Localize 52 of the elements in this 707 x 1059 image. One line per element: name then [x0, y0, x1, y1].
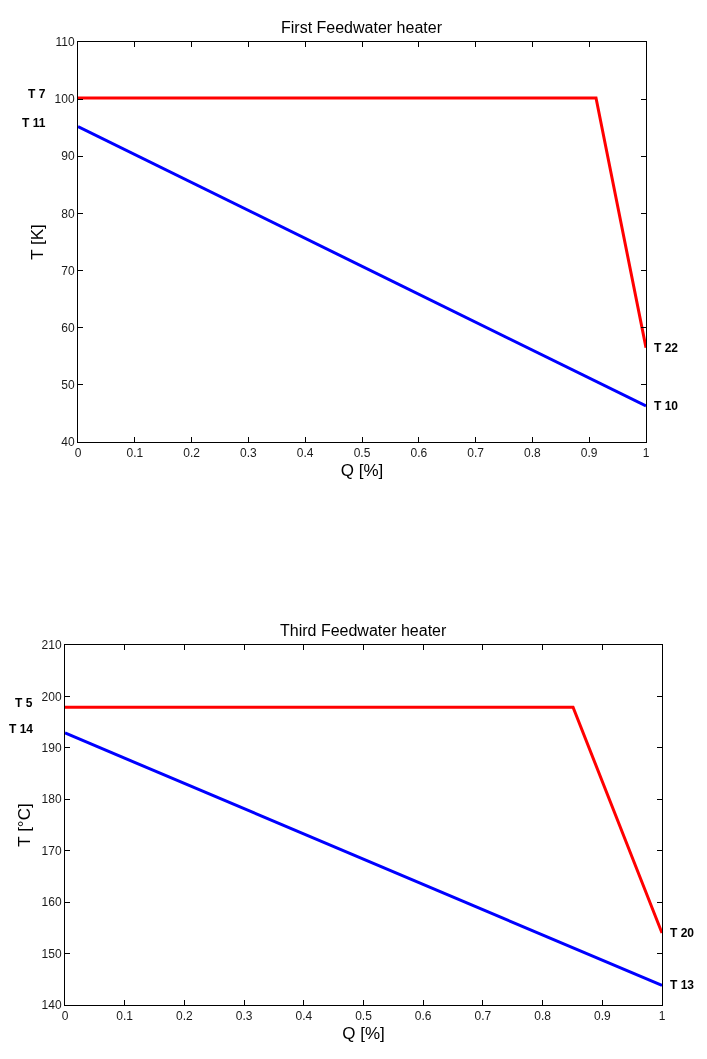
- x-tick-label: 0: [61, 1009, 69, 1024]
- x-tick-label: 0.4: [295, 1009, 313, 1024]
- x-tick-label: 0.7: [474, 1009, 492, 1024]
- x-tick-label: 1: [658, 1009, 666, 1024]
- y-axis-title: T [K]: [28, 224, 48, 260]
- x-tick-label: 0.6: [410, 446, 428, 461]
- x-tick-label: 0.2: [176, 1009, 194, 1024]
- y-axis-title: T [°C]: [15, 803, 35, 847]
- y-tick-label: 80: [61, 206, 75, 221]
- x-tick-label: 1: [642, 446, 650, 461]
- text: T 14: [9, 722, 34, 736]
- chart-title: Third Feedwater heater: [280, 622, 447, 639]
- text: T 13: [670, 978, 695, 992]
- y-tick-label: 60: [61, 320, 75, 335]
- text: T 5: [15, 696, 33, 710]
- y-tick-label: 200: [41, 689, 62, 704]
- y-tick-label: 150: [41, 946, 62, 961]
- x-tick-label: 0.7: [467, 446, 485, 461]
- text: T 10: [654, 399, 679, 413]
- y-tick-label: 110: [55, 35, 75, 50]
- x-tick-label: 0.4: [296, 446, 314, 461]
- x-tick-label: 0.8: [534, 1009, 552, 1024]
- y-tick-label: 50: [61, 378, 75, 393]
- x-tick-label: 0.5: [355, 1009, 373, 1024]
- y-tick-label: 90: [61, 149, 75, 164]
- x-axis-title: Q [%]: [340, 460, 384, 480]
- y-tick-label: 180: [41, 792, 62, 807]
- y-tick-label: 160: [41, 895, 62, 910]
- text: T 11: [22, 116, 46, 130]
- y-tick-label: 140: [41, 998, 62, 1013]
- x-tick-label: 0.9: [593, 1009, 611, 1024]
- x-tick-label: 0.1: [126, 446, 144, 461]
- x-tick-label: 0.9: [580, 446, 598, 461]
- x-tick-label: 0.8: [524, 446, 542, 461]
- y-tick-label: 210: [41, 638, 62, 653]
- x-tick-label: 0.3: [240, 446, 258, 461]
- y-tick-label: 190: [41, 741, 62, 756]
- x-axis-title: Q [%]: [342, 1023, 385, 1043]
- x-tick-label: 0.5: [353, 446, 371, 461]
- chart-title: First Feedwater heater: [281, 19, 443, 36]
- text: T 22: [654, 341, 679, 355]
- x-tick-label: 0.2: [183, 446, 201, 461]
- x-tick-label: 0.3: [235, 1009, 253, 1024]
- y-tick-label: 100: [54, 92, 75, 107]
- y-tick-label: 40: [61, 435, 75, 450]
- y-tick-label: 70: [61, 263, 75, 278]
- x-tick-label: 0: [74, 446, 82, 461]
- y-tick-label: 170: [41, 843, 62, 858]
- x-tick-label: 0.6: [414, 1009, 432, 1024]
- text: T 7: [28, 87, 46, 101]
- x-tick-label: 0.1: [116, 1009, 134, 1024]
- text: T 20: [670, 926, 695, 940]
